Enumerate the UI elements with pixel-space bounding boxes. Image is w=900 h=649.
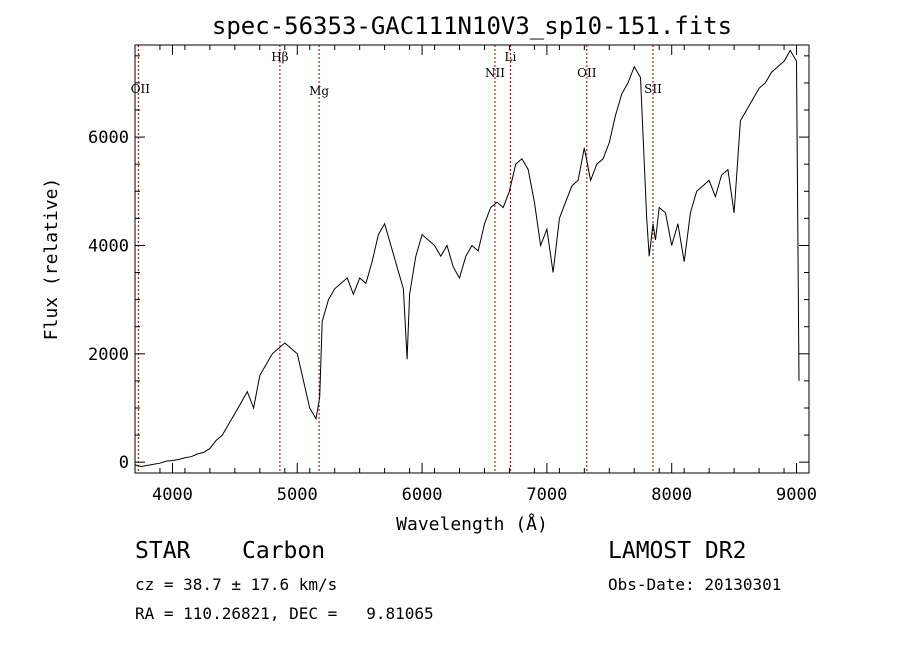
spectral-line-label: Mg [309,84,329,98]
chart-title: spec-56353-GAC111N10V3_sp10-151.fits [212,12,732,40]
x-tick-label: 4000 [152,485,193,505]
y-axis-label: Flux (relative) [41,178,62,341]
x-tick-label: 6000 [402,485,443,505]
plot-frame [134,44,810,474]
spectral-line-label: OII [131,82,151,96]
x-axis-ticks: 4000 5000 6000 7000 8000 9000 [134,45,817,505]
object-subclass: Carbon [242,538,326,564]
survey-name: LAMOST DR2 [608,538,747,564]
y-tick-label: 2000 [88,345,129,365]
x-tick-label: 8000 [651,485,692,505]
x-tick-label: 7000 [526,485,567,505]
spectral-line-label: OII [577,66,597,80]
spectral-line-label: Li [505,50,517,64]
y-tick-label: 6000 [88,128,129,148]
spectral-line-label: Hβ [271,50,288,64]
cz-value: cz = 38.7 ± 17.6 km/s [135,575,338,594]
x-tick-label: 9000 [776,485,817,505]
y-axis-ticks: 0 2000 4000 6000 [88,55,809,473]
x-tick-label: 5000 [277,485,318,505]
y-tick-label: 4000 [88,236,129,256]
x-axis-label: Wavelength (Å) [396,513,548,535]
object-class: STAR [135,538,191,564]
spectral-line-label: SII [644,82,662,96]
obs-date: Obs-Date: 20130301 [608,575,782,594]
y-tick-label: 0 [119,453,129,473]
spectral-line-label: NII [485,66,505,80]
spectrum-series-line [134,49,800,468]
ra-dec-coordinates: RA = 110.26821, DEC = 9.81065 [135,604,434,623]
